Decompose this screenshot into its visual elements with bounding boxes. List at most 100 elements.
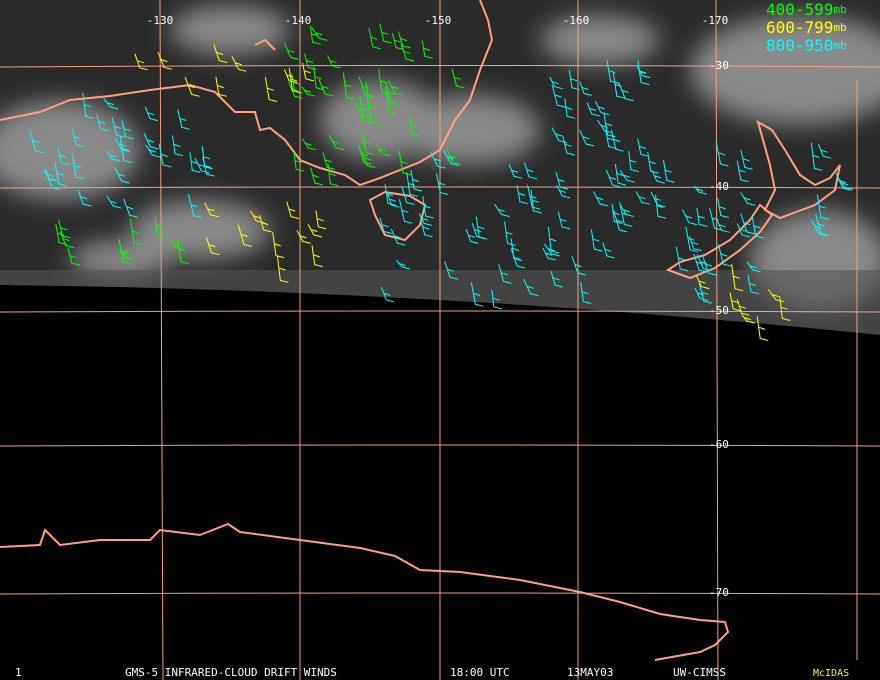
wind-barb bbox=[816, 194, 829, 220]
wind-barb bbox=[276, 255, 289, 283]
wind-barb bbox=[103, 97, 119, 110]
wind-barb bbox=[384, 86, 398, 115]
wind-barb bbox=[557, 211, 571, 230]
wind-barb bbox=[359, 95, 372, 123]
wind-barb bbox=[96, 114, 109, 132]
legend-label: 800-950 bbox=[766, 36, 833, 55]
product-title: GMS-5 INFRARED-CLOUD DRIFT WINDS bbox=[125, 666, 337, 679]
wind-barb bbox=[106, 196, 122, 209]
wind-barb bbox=[215, 76, 227, 97]
wind-barb bbox=[564, 98, 576, 119]
wind-barb bbox=[397, 31, 411, 49]
wind-barb bbox=[172, 135, 184, 157]
wind-barb bbox=[379, 218, 392, 234]
wind-barb bbox=[741, 313, 755, 324]
legend-label: 400-599 bbox=[766, 0, 833, 19]
wind-barb bbox=[58, 219, 71, 239]
wind-barb bbox=[202, 156, 215, 177]
wind-barb bbox=[420, 219, 433, 238]
wind-barb bbox=[510, 248, 526, 269]
wind-barb bbox=[59, 231, 74, 249]
wind-barb bbox=[237, 224, 253, 247]
wind-barb bbox=[361, 150, 376, 169]
wind-barb bbox=[751, 215, 764, 239]
wind-barb bbox=[380, 286, 395, 303]
wind-barb bbox=[663, 159, 675, 183]
wind-barb bbox=[547, 226, 560, 254]
wind-barb bbox=[119, 136, 133, 164]
wind-barb bbox=[67, 248, 81, 266]
wind-barb bbox=[231, 56, 247, 72]
wind-barb bbox=[121, 120, 134, 140]
wind-barbs bbox=[29, 23, 854, 341]
software: McIDAS bbox=[813, 668, 849, 679]
wind-barb bbox=[637, 138, 649, 157]
wind-barb bbox=[551, 84, 566, 108]
wind-barb bbox=[636, 66, 651, 79]
wind-barb bbox=[114, 138, 131, 153]
legend-entry: 400-599mb bbox=[766, 0, 847, 19]
wind-barb bbox=[504, 221, 516, 246]
wind-barb bbox=[57, 147, 70, 166]
wind-barb bbox=[342, 72, 355, 100]
wind-barb bbox=[568, 69, 581, 91]
wind-barb bbox=[302, 62, 314, 82]
wind-barb bbox=[571, 256, 586, 276]
wind-barb bbox=[811, 219, 827, 236]
wind-barb bbox=[45, 169, 60, 191]
wind-barb bbox=[283, 69, 298, 84]
wind-barb bbox=[355, 102, 369, 118]
wind-barb bbox=[368, 27, 381, 50]
wind-barb bbox=[696, 254, 712, 272]
wind-barb bbox=[475, 216, 488, 240]
wind-barb bbox=[390, 228, 406, 246]
wind-barb bbox=[194, 157, 210, 174]
wind-barb bbox=[360, 130, 375, 156]
date: 13MAY03 bbox=[567, 666, 613, 679]
wind-barb bbox=[157, 51, 173, 70]
wind-barb bbox=[144, 106, 159, 122]
wind-barb bbox=[605, 169, 621, 188]
wind-barb bbox=[318, 78, 334, 97]
wind-barb bbox=[143, 132, 159, 150]
wind-barb bbox=[731, 263, 744, 292]
wind-barb bbox=[184, 77, 200, 97]
wind-barb bbox=[385, 81, 399, 106]
wind-barb bbox=[272, 232, 285, 259]
wind-barb bbox=[550, 270, 563, 288]
wind-barb bbox=[293, 152, 305, 172]
wind-barb bbox=[55, 223, 68, 245]
wind-barb bbox=[549, 76, 563, 90]
wind-barb bbox=[384, 184, 397, 206]
latitude-labels: -30 -40 -50 -60 -70 bbox=[709, 59, 729, 599]
wind-barb bbox=[327, 55, 341, 69]
wind-barb bbox=[696, 207, 708, 227]
wind-barb bbox=[523, 278, 539, 297]
wind-barb bbox=[694, 287, 709, 301]
wind-barb bbox=[542, 247, 556, 261]
wind-barb bbox=[313, 65, 325, 91]
wind-barb bbox=[82, 92, 94, 119]
wind-barb bbox=[396, 259, 410, 270]
wind-barb bbox=[379, 23, 392, 44]
wind-barb bbox=[491, 289, 502, 310]
wind-barb bbox=[619, 170, 635, 183]
legend-unit: mb bbox=[833, 3, 846, 16]
wind-barb bbox=[562, 135, 575, 156]
wind-barb bbox=[610, 129, 624, 152]
wind-barb bbox=[736, 299, 750, 316]
source: UW-CIMSS bbox=[673, 666, 726, 679]
wind-barb bbox=[204, 202, 219, 218]
wind-barb bbox=[386, 193, 400, 208]
wind-barb bbox=[408, 115, 421, 137]
wind-barb bbox=[612, 72, 625, 99]
wind-barb bbox=[709, 207, 723, 231]
legend-entry: 600-799mb bbox=[766, 18, 847, 37]
wind-barb bbox=[693, 185, 708, 195]
wind-barb bbox=[767, 289, 784, 303]
wind-barb bbox=[444, 261, 459, 280]
frame-number: 1 bbox=[15, 666, 22, 679]
wind-barb bbox=[835, 172, 851, 191]
